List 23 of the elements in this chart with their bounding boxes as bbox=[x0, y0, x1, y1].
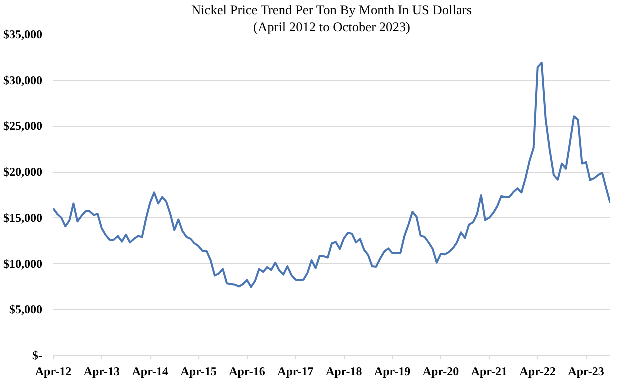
x-tick-label: Apr-19 bbox=[374, 364, 411, 378]
chart-title: Nickel Price Trend Per Ton By Month In US Dollars bbox=[191, 2, 472, 18]
x-tick-label: Apr-15 bbox=[180, 364, 217, 378]
y-tick-label: $- bbox=[32, 348, 43, 362]
x-tick-label: Apr-14 bbox=[132, 364, 168, 378]
x-tick-label: Apr-21 bbox=[471, 364, 508, 378]
x-tick-label: Apr-23 bbox=[568, 364, 604, 378]
y-tick-label: $5,000 bbox=[10, 302, 42, 317]
y-tick-label: $15,000 bbox=[4, 210, 42, 225]
x-tick-label: Apr-17 bbox=[278, 364, 314, 378]
line-series bbox=[54, 62, 610, 288]
chart-subtitle: (April 2012 to October 2023) bbox=[254, 20, 410, 34]
x-tick-label: Apr-13 bbox=[84, 364, 120, 378]
x-tick-label: Apr-16 bbox=[229, 364, 266, 378]
x-tick-label: Apr-20 bbox=[422, 364, 460, 378]
x-tick-label: Apr-12 bbox=[35, 364, 72, 378]
y-tick-label: $25,000 bbox=[4, 119, 42, 134]
x-tick-label: Apr-22 bbox=[520, 364, 556, 378]
y-tick-label: $20,000 bbox=[4, 165, 42, 180]
y-tick-label: $35,000 bbox=[4, 28, 42, 42]
y-tick-label: $30,000 bbox=[4, 73, 42, 88]
y-tick-label: $10,000 bbox=[4, 256, 42, 271]
x-tick-label: Apr-18 bbox=[326, 364, 362, 378]
